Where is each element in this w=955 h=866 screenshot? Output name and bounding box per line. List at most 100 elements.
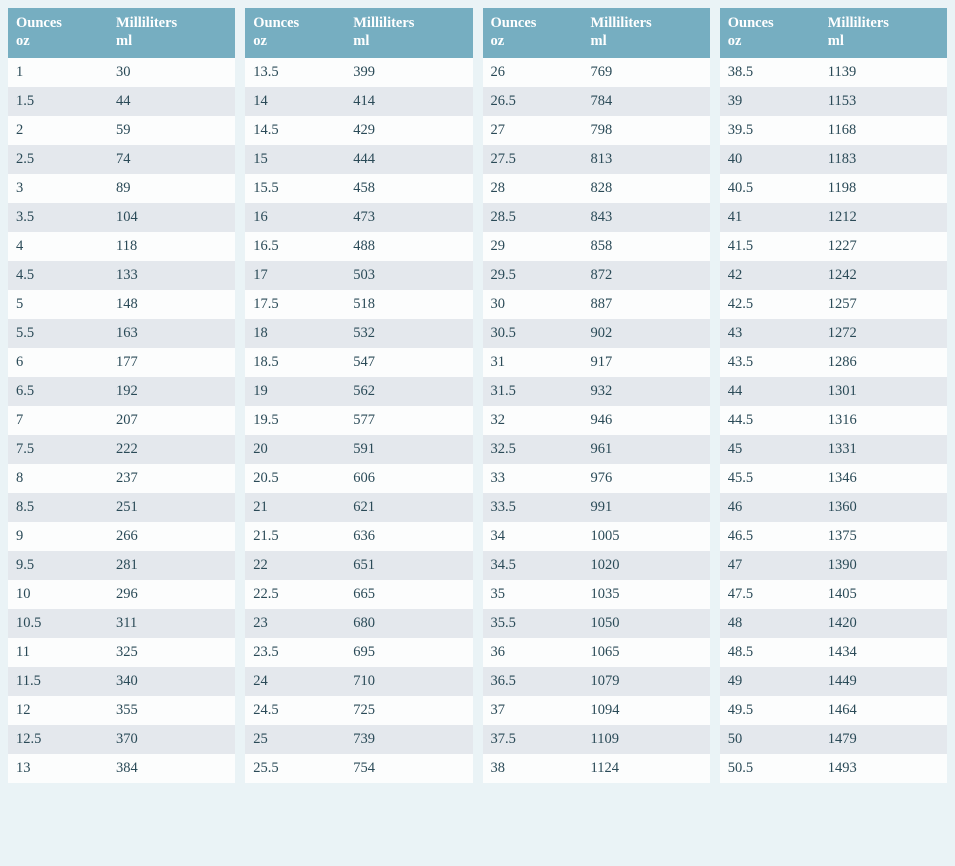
cell-milliliters: 665	[345, 580, 472, 609]
cell-ounces: 46	[720, 493, 820, 522]
cell-ounces: 17.5	[245, 290, 345, 319]
table-row: 4.5133	[8, 261, 235, 290]
table-row: 431272	[720, 319, 947, 348]
table-row: 13.5399	[245, 58, 472, 87]
cell-milliliters: 1331	[820, 435, 947, 464]
table-row: 26.5784	[483, 87, 710, 116]
cell-ounces: 7.5	[8, 435, 108, 464]
cell-ounces: 8	[8, 464, 108, 493]
table-row: 45.51346	[720, 464, 947, 493]
table-row: 16.5488	[245, 232, 472, 261]
table-row: 47.51405	[720, 580, 947, 609]
cell-milliliters: 1360	[820, 493, 947, 522]
cell-milliliters: 1183	[820, 145, 947, 174]
table-row: 30.5902	[483, 319, 710, 348]
table-row: 28828	[483, 174, 710, 203]
header-ml-label: Milliliters	[353, 14, 464, 32]
cell-ounces: 36	[483, 638, 583, 667]
table-row: 6.5192	[8, 377, 235, 406]
cell-milliliters: 887	[582, 290, 709, 319]
cell-ounces: 33.5	[483, 493, 583, 522]
cell-milliliters: 44	[108, 87, 235, 116]
cell-milliliters: 1420	[820, 609, 947, 638]
table-row: 23680	[245, 609, 472, 638]
cell-milliliters: 1020	[582, 551, 709, 580]
cell-ounces: 19	[245, 377, 345, 406]
cell-milliliters: 1405	[820, 580, 947, 609]
cell-ounces: 12	[8, 696, 108, 725]
cell-milliliters: 429	[345, 116, 472, 145]
table-row: 401183	[720, 145, 947, 174]
cell-milliliters: 1139	[820, 58, 947, 87]
cell-milliliters: 384	[108, 754, 235, 783]
cell-ounces: 18.5	[245, 348, 345, 377]
cell-milliliters: 1464	[820, 696, 947, 725]
cell-milliliters: 651	[345, 551, 472, 580]
cell-milliliters: 1050	[582, 609, 709, 638]
table-row: 20.5606	[245, 464, 472, 493]
cell-ounces: 28	[483, 174, 583, 203]
column-header-milliliters: Millilitersml	[108, 8, 235, 58]
cell-milliliters: 1242	[820, 261, 947, 290]
table-row: 3.5104	[8, 203, 235, 232]
cell-milliliters: 1301	[820, 377, 947, 406]
cell-ounces: 29.5	[483, 261, 583, 290]
table-row: 8.5251	[8, 493, 235, 522]
cell-milliliters: 503	[345, 261, 472, 290]
table-row: 18532	[245, 319, 472, 348]
table-row: 12.5370	[8, 725, 235, 754]
header-ml-unit: ml	[590, 32, 701, 50]
table-row: 21621	[245, 493, 472, 522]
cell-ounces: 17	[245, 261, 345, 290]
cell-ounces: 7	[8, 406, 108, 435]
cell-milliliters: 710	[345, 667, 472, 696]
cell-milliliters: 754	[345, 754, 472, 783]
cell-milliliters: 1005	[582, 522, 709, 551]
cell-milliliters: 266	[108, 522, 235, 551]
table-row: 35.51050	[483, 609, 710, 638]
cell-ounces: 30	[483, 290, 583, 319]
table-row: 39.51168	[720, 116, 947, 145]
header-ounces-unit: oz	[16, 32, 100, 50]
cell-ounces: 3.5	[8, 203, 108, 232]
cell-ounces: 43	[720, 319, 820, 348]
header-ml-unit: ml	[116, 32, 227, 50]
cell-milliliters: 251	[108, 493, 235, 522]
table-row: 16473	[245, 203, 472, 232]
cell-ounces: 42.5	[720, 290, 820, 319]
cell-ounces: 42	[720, 261, 820, 290]
cell-milliliters: 104	[108, 203, 235, 232]
cell-milliliters: 355	[108, 696, 235, 725]
table-row: 11325	[8, 638, 235, 667]
cell-ounces: 47.5	[720, 580, 820, 609]
table-row: 46.51375	[720, 522, 947, 551]
cell-ounces: 11.5	[8, 667, 108, 696]
table-row: 41.51227	[720, 232, 947, 261]
cell-milliliters: 784	[582, 87, 709, 116]
cell-milliliters: 739	[345, 725, 472, 754]
cell-milliliters: 547	[345, 348, 472, 377]
table-row: 32946	[483, 406, 710, 435]
table-row: 471390	[720, 551, 947, 580]
cell-ounces: 40	[720, 145, 820, 174]
table-row: 371094	[483, 696, 710, 725]
cell-milliliters: 1094	[582, 696, 709, 725]
table-row: 14414	[245, 87, 472, 116]
table-row: 29858	[483, 232, 710, 261]
table-row: 5.5163	[8, 319, 235, 348]
cell-ounces: 36.5	[483, 667, 583, 696]
table-row: 501479	[720, 725, 947, 754]
header-ounces-unit: oz	[728, 32, 812, 50]
table-row: 24710	[245, 667, 472, 696]
table-row: 48.51434	[720, 638, 947, 667]
table-row: 421242	[720, 261, 947, 290]
cell-milliliters: 237	[108, 464, 235, 493]
cell-milliliters: 902	[582, 319, 709, 348]
cell-milliliters: 828	[582, 174, 709, 203]
cell-milliliters: 30	[108, 58, 235, 87]
cell-ounces: 43.5	[720, 348, 820, 377]
cell-milliliters: 1079	[582, 667, 709, 696]
table-row: 14.5429	[245, 116, 472, 145]
cell-ounces: 16.5	[245, 232, 345, 261]
cell-ounces: 23	[245, 609, 345, 638]
